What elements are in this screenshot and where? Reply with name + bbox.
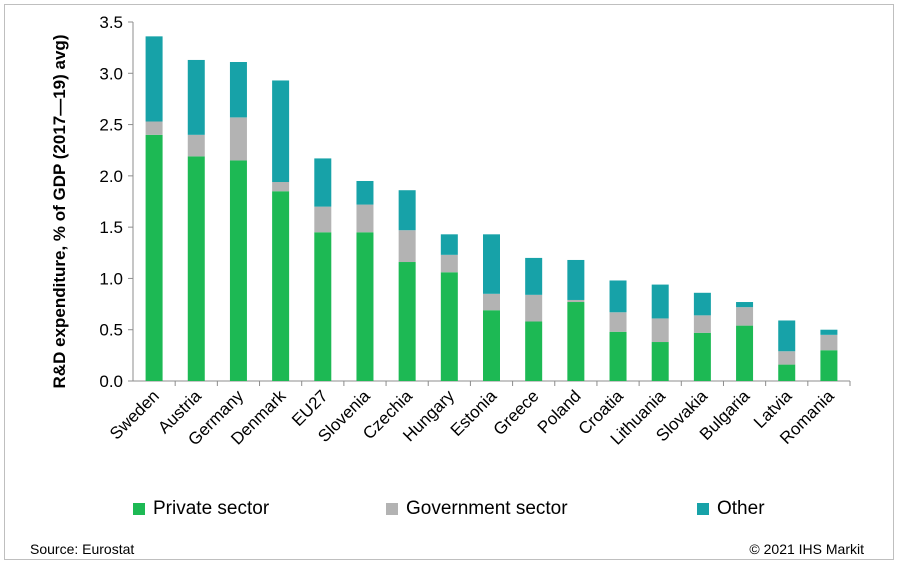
bar-segment xyxy=(525,321,543,381)
bar-segment xyxy=(145,134,163,381)
bar-segment xyxy=(314,232,332,381)
bar-segment xyxy=(693,332,711,381)
bar-segment xyxy=(229,160,247,381)
bar-segment xyxy=(651,318,669,343)
y-tick-label: 1.0 xyxy=(99,269,123,288)
bar-segment xyxy=(609,312,627,332)
bar-segment xyxy=(820,334,838,351)
bar-segment xyxy=(525,257,543,295)
y-tick-label: 0.5 xyxy=(99,321,123,340)
bar-segment xyxy=(145,36,163,122)
bar-segment xyxy=(272,182,290,192)
copyright-note: © 2021 IHS Markit xyxy=(749,541,864,557)
legend-swatch-private xyxy=(133,503,145,515)
y-tick-label: 3.0 xyxy=(99,64,123,83)
x-tick-label: Poland xyxy=(534,386,585,437)
bar-segment xyxy=(440,254,458,273)
bar-segment xyxy=(398,262,416,381)
bar-segment xyxy=(483,293,500,311)
bar-segment xyxy=(609,331,627,381)
bar-segment xyxy=(187,156,205,381)
bar-segment xyxy=(440,272,458,381)
bar-segment xyxy=(525,294,543,322)
source-note: Source: Eurostat xyxy=(30,541,135,557)
x-tick-label: Estonia xyxy=(447,386,501,440)
x-tick-label: Sweden xyxy=(106,386,163,443)
bar-segment xyxy=(229,62,247,118)
bar-segment xyxy=(609,280,627,313)
bar-segment xyxy=(440,234,458,255)
legend-label-government: Government sector xyxy=(406,498,568,519)
bar-segment xyxy=(272,191,290,381)
bar-segment xyxy=(229,117,247,161)
bar-segment xyxy=(820,329,838,335)
bar-segment xyxy=(356,180,374,205)
x-tick-label: Greece xyxy=(490,386,543,439)
legend-swatch-government xyxy=(386,503,398,515)
bar-segment xyxy=(483,310,500,381)
bar-segment xyxy=(778,320,796,352)
bar-segment xyxy=(567,259,585,300)
bar-segment xyxy=(272,80,290,183)
bar-segment xyxy=(398,190,416,231)
bar-segment xyxy=(398,230,416,263)
bar-segment xyxy=(736,307,754,326)
y-tick-label: 0.0 xyxy=(99,372,123,391)
bar-segment xyxy=(736,302,754,308)
bar-segment xyxy=(314,158,332,207)
bar-segment xyxy=(820,350,838,381)
bar-segment xyxy=(693,292,711,316)
legend: Private sector Government sector Other xyxy=(0,498,900,522)
y-tick-label: 1.5 xyxy=(99,218,123,237)
legend-item-other: Other xyxy=(697,498,765,520)
bar-segment xyxy=(693,315,711,333)
bar-segment xyxy=(187,59,205,135)
bar-segment xyxy=(356,232,374,381)
bar-segment xyxy=(736,325,754,381)
bar-segment xyxy=(778,351,796,365)
y-tick-label: 3.5 xyxy=(99,13,123,32)
legend-item-private: Private sector xyxy=(133,498,269,520)
legend-swatch-other xyxy=(697,503,709,515)
bar-segment xyxy=(778,364,796,381)
bar-segment xyxy=(314,206,332,233)
bar-segment xyxy=(651,342,669,381)
bar-segment xyxy=(145,121,163,135)
y-axis-title: R&D expenditure, % of GDP (2017—19) avg) xyxy=(50,35,69,389)
y-tick-label: 2.0 xyxy=(99,167,123,186)
bar-segment xyxy=(567,302,585,381)
y-tick-label: 2.5 xyxy=(99,116,123,135)
legend-item-government: Government sector xyxy=(386,498,568,520)
bar-segment xyxy=(356,204,374,233)
legend-label-other: Other xyxy=(717,498,765,519)
bar-segment xyxy=(651,284,669,319)
legend-label-private: Private sector xyxy=(153,498,270,519)
bar-segment xyxy=(483,234,500,294)
bar-segment xyxy=(187,134,205,157)
bar-segment xyxy=(567,299,585,303)
